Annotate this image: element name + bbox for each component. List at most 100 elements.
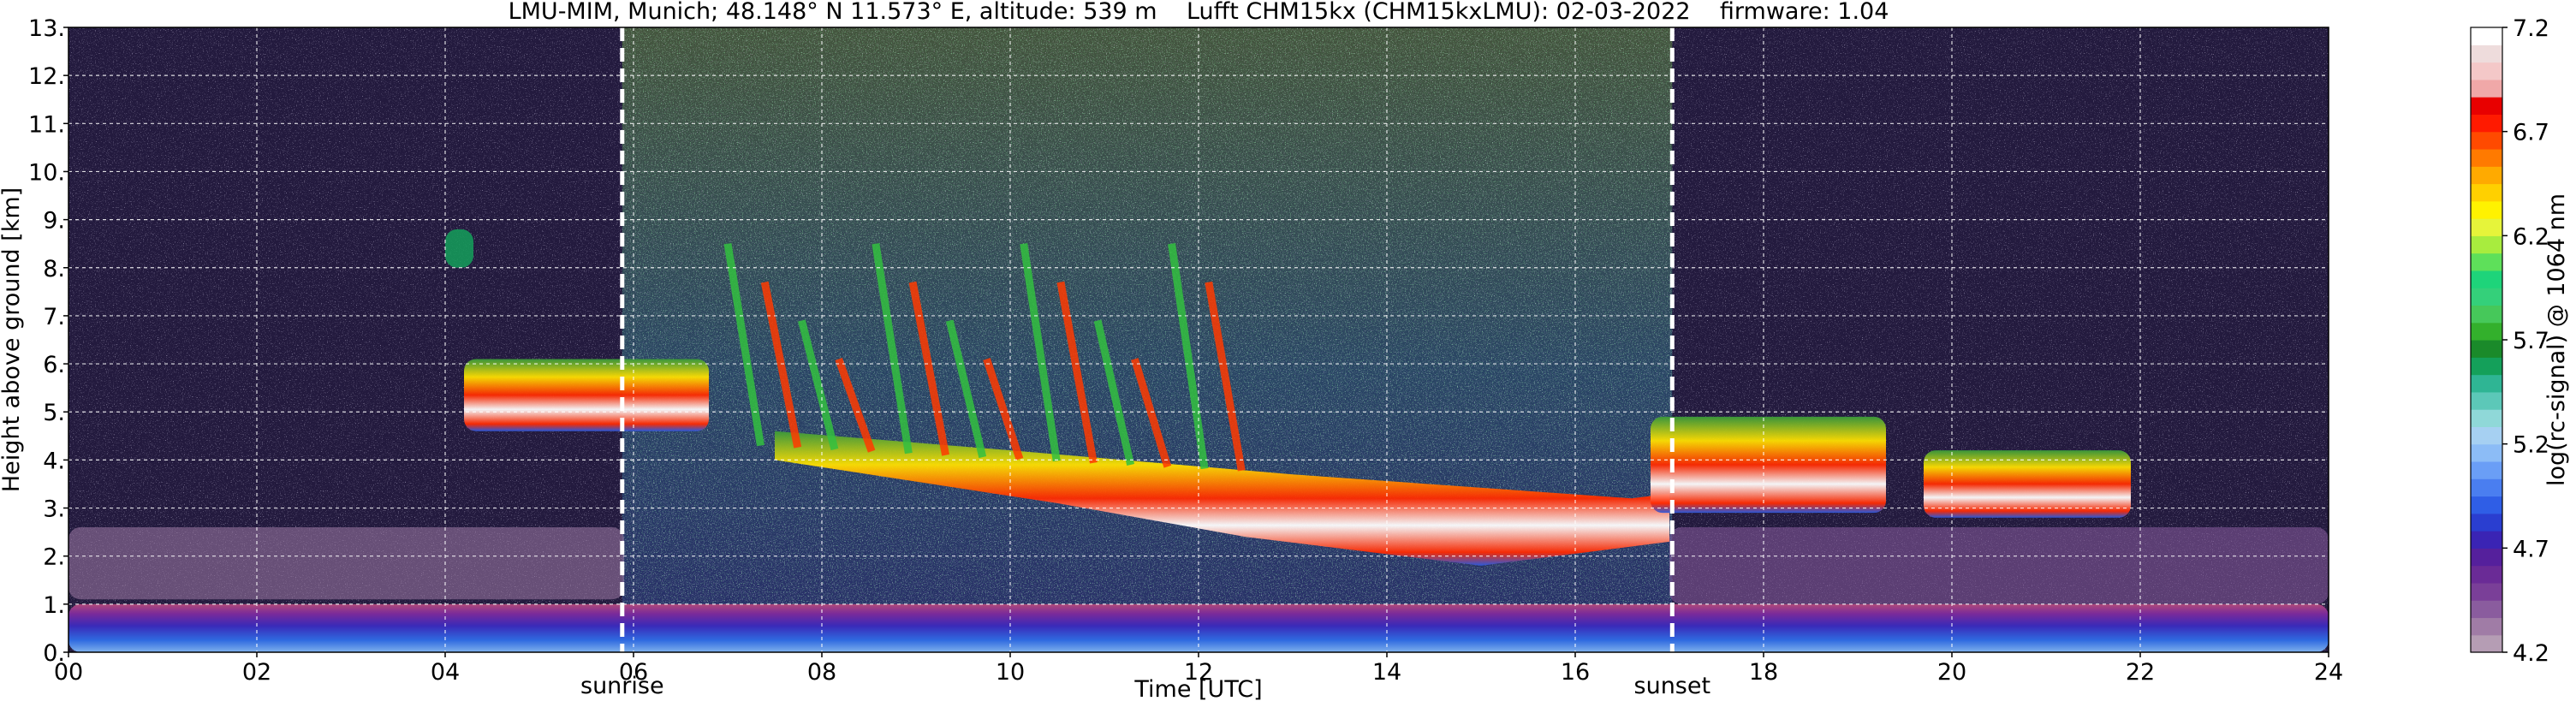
x-axis-label: Time [UTC] (1133, 676, 1262, 703)
colorbar-segment (2471, 531, 2502, 549)
gridlines (68, 27, 2329, 652)
chart-title: LMU-MIM, Munich; 48.148° N 11.573° E, al… (509, 0, 1889, 25)
x-tick-label: 00 (54, 659, 83, 686)
feature-cloud-base-descending (775, 431, 1669, 566)
y-tick-label: 1. (43, 592, 65, 619)
colorbar-segment (2471, 391, 2502, 410)
colorbar-segment (2471, 200, 2502, 219)
sun-marker-labels: sunrise sunset (580, 673, 1710, 699)
colorbar-segment (2471, 322, 2502, 341)
colorbar-segment (2471, 426, 2502, 445)
x-tick-label: 02 (242, 659, 271, 686)
colorbar-segment (2471, 166, 2502, 185)
x-axis-ticks: 00 02 04 06 08 10 12 14 16 18 20 22 24 (54, 652, 2343, 686)
colorbar-segment (2471, 460, 2502, 479)
y-tick-label: 10. (28, 159, 65, 186)
plot-area (68, 27, 2329, 652)
y-tick-label: 5. (43, 400, 65, 426)
colorbar-segment (2471, 114, 2502, 133)
feature-evening-cloud (1651, 416, 1886, 514)
y-tick-label: 4. (43, 448, 65, 474)
colorbar-segment (2471, 600, 2502, 619)
fall-streak (945, 319, 987, 459)
colorbar-tick-label: 5.7 (2513, 328, 2549, 354)
colorbar-segment (2471, 443, 2502, 462)
colorbar-segment (2471, 374, 2502, 393)
fall-streak (908, 281, 949, 456)
colorbar-label: log(rc-signal) @ 1064 nm (2543, 193, 2570, 486)
y-tick-label: 7. (43, 304, 65, 330)
colorbar-segment (2471, 148, 2502, 167)
fall-streak (835, 357, 876, 453)
colorbar-segment (2471, 496, 2502, 514)
y-tick-label: 2. (43, 544, 65, 571)
y-tick-label: 8. (43, 256, 65, 282)
colorbar-segment (2471, 79, 2502, 98)
x-tick-label: 06 (619, 659, 648, 686)
feature-cloud (464, 359, 709, 431)
y-tick-label: 0. (43, 640, 65, 667)
feature-cloud (1924, 450, 2131, 518)
y-tick-label: 11. (28, 111, 65, 138)
y-axis-label: Height above ground [km] (0, 187, 25, 492)
colorbar-segment (2471, 97, 2502, 115)
fall-streak (1093, 319, 1135, 466)
colorbar-segment (2471, 218, 2502, 236)
colorbar-segment (2471, 513, 2502, 532)
feature-cirrus-streak (445, 229, 473, 268)
colorbar-tick-label: 4.2 (2513, 640, 2549, 667)
y-tick-label: 9. (43, 208, 65, 235)
x-tick-label: 18 (1749, 659, 1778, 686)
colorbar-segment (2471, 478, 2502, 497)
sunset-label: sunset (1634, 673, 1711, 699)
x-tick-label: 16 (1561, 659, 1590, 686)
y-tick-label: 3. (43, 496, 65, 523)
colorbar-segment (2471, 340, 2502, 358)
colorbar-tick-label: 6.2 (2513, 223, 2549, 250)
colorbar-tick-label: 7.2 (2513, 15, 2549, 42)
fall-streak (1056, 281, 1098, 464)
colorbar-tick-label: 5.2 (2513, 432, 2549, 459)
colorbar-segment (2471, 131, 2502, 150)
fall-streak (983, 358, 1024, 460)
fall-streak (1205, 281, 1246, 472)
feature-fall-streaks (723, 242, 1246, 472)
colorbar-ticks: 4.2 4.7 5.2 5.7 6.2 6.7 7.2 (2502, 15, 2549, 667)
colorbar-tick-label: 6.7 (2513, 120, 2549, 146)
fall-streak (1168, 243, 1209, 470)
colorbar-segment (2471, 183, 2502, 202)
y-tick-label: 13. (28, 15, 65, 42)
colorbar-segment (2471, 45, 2502, 63)
colorbar-segment (2471, 357, 2502, 376)
colorbar (2471, 27, 2502, 653)
y-axis-ticks: 0. 1. 2. 3. 4. 5. 6. 7. 8. 9. 10. 11. 12. 13. (28, 15, 68, 667)
x-tick-label: 04 (431, 659, 460, 686)
colorbar-segment (2471, 617, 2502, 636)
x-tick-label: 12 (1184, 659, 1213, 686)
x-tick-label: 24 (2314, 659, 2343, 686)
colorbar-segment (2471, 235, 2502, 254)
colorbar-segment (2471, 634, 2502, 653)
x-tick-label: 20 (1937, 659, 1966, 686)
colorbar-segment (2471, 270, 2502, 288)
colorbar-segment (2471, 27, 2502, 45)
x-tick-label: 10 (996, 659, 1025, 686)
x-tick-label: 08 (807, 659, 836, 686)
fall-streak (760, 281, 802, 449)
sunrise-label: sunrise (580, 673, 664, 699)
y-tick-label: 12. (28, 63, 65, 90)
colorbar-segment (2471, 548, 2502, 567)
colorbar-segment (2471, 253, 2502, 271)
sun-markers (620, 27, 1675, 652)
fall-streak (1131, 358, 1172, 468)
y-tick-label: 6. (43, 352, 65, 378)
fall-streak (1020, 243, 1061, 462)
fall-streak (872, 242, 913, 454)
feature-residual-layer (68, 527, 624, 600)
x-tick-label: 14 (1372, 659, 1401, 686)
colorbar-segment (2471, 62, 2502, 80)
colorbar-tick-label: 4.7 (2513, 536, 2549, 562)
feature-evening-aerosol (1669, 527, 2329, 604)
colorbar-segment (2471, 288, 2502, 306)
